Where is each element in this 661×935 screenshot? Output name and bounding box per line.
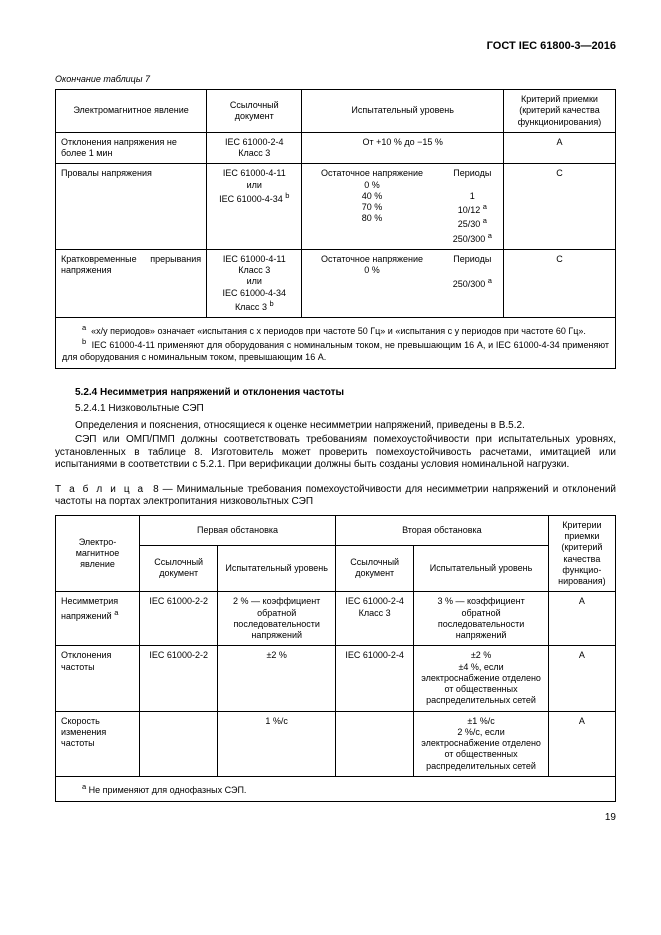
cell: ±2 % [218,646,336,711]
cell: Кратковременные прерывания напряжения [56,249,207,317]
col-header: Первая обстановка [140,515,336,545]
cell: Провалы напряжения [56,164,207,250]
cell: IEC 61000-2-2 [140,646,218,711]
continuation-label: Окончание таблицы 7 [55,74,616,85]
cell: Остаточное напряжение0 % [302,249,442,317]
col-header: Вторая обстановка [335,515,548,545]
cell: IEC 61000-2-4Класс 3 [207,132,302,164]
cell: Периоды250/300 a [442,249,504,317]
cell: 1 %/с [218,711,336,776]
col-header: Ссылочный документ [207,90,302,133]
page-number: 19 [55,812,616,825]
col-header: Ссылочный документ [140,545,218,592]
cell: C [503,249,615,317]
paragraph: Определения и пояснения, относящиеся к о… [55,420,616,433]
cell: Отклонения напряжения не более 1 мин [56,132,207,164]
col-header: Критерий приемки (критерий качества функ… [503,90,615,133]
table-row: Провалы напряжения IEC 61000-4-11илиIEC … [56,164,616,250]
col-header: Критерии приемки (критерий качества функ… [548,515,615,592]
table-row: Несимметрия напряжений a IEC 61000-2-2 2… [56,592,616,646]
cell: Остаточное напряжение0 %40 %70 %80 % [302,164,442,250]
paragraph: СЭП или ОМП/ПМП должны соответствовать т… [55,434,616,472]
section-heading: 5.2.4 Несимметрия напряжений и отклонени… [55,387,616,400]
table-footnotes: a Не применяют для однофазных СЭП. [56,776,616,801]
cell [140,711,218,776]
cell: IEC 61000-2-4Класс 3 [335,592,413,646]
table-row: Скорость изменения частоты 1 %/с ±1 %/с2… [56,711,616,776]
cell: A [548,592,615,646]
cell: IEC 61000-4-11илиIEC 61000-4-34 b [207,164,302,250]
cell: IEC 61000-2-2 [140,592,218,646]
document-id: ГОСТ IEC 61800-3—2016 [55,40,616,54]
cell: Периоды110/12 a25/30 a250/300 a [442,164,504,250]
cell: C [503,164,615,250]
col-header: Электро-магнитноеявление [56,515,140,592]
col-header: Ссылочный документ [335,545,413,592]
subsection-heading: 5.2.4.1 Низковольтные СЭП [55,403,616,416]
col-header: Электромагнитное явление [56,90,207,133]
cell: 2 % — коэффициент обратной последователь… [218,592,336,646]
table-row: Отклонения напряжения не более 1 мин IEC… [56,132,616,164]
cell: IEC 61000-4-11Класс 3илиIEC 61000-4-34Кл… [207,249,302,317]
table-row: Электро-магнитноеявление Первая обстанов… [56,515,616,545]
cell: От +10 % до −15 % [302,132,504,164]
cell: ±1 %/с2 %/с, если электроснабжение отдел… [414,711,548,776]
col-header: Испытательный уровень [218,545,336,592]
table-footnotes: a «x/y периодов» означает «испытания с x… [56,318,616,369]
table-row: Электромагнитное явление Ссылочный докум… [56,90,616,133]
cell: ±2 %±4 %, если электроснабжение отделено… [414,646,548,711]
table-7: Электромагнитное явление Ссылочный докум… [55,89,616,369]
cell: Несимметрия напряжений a [56,592,140,646]
cell: Скорость изменения частоты [56,711,140,776]
cell: A [503,132,615,164]
cell: A [548,646,615,711]
table-row: Отклонения частоты IEC 61000-2-2 ±2 % IE… [56,646,616,711]
table-row: a Не применяют для однофазных СЭП. [56,776,616,801]
table-row: Ссылочный документ Испытательный уровень… [56,545,616,592]
table-row: a «x/y периодов» означает «испытания с x… [56,318,616,369]
table-row: Кратковременные прерывания напряжения IE… [56,249,616,317]
cell: Отклонения частоты [56,646,140,711]
cell: A [548,711,615,776]
col-header: Испытательный уровень [302,90,504,133]
table-caption: Т а б л и ц а 8 — Минимальные требования… [55,484,616,509]
cell: 3 % — коэффициент обратной последователь… [414,592,548,646]
col-header: Испытательный уровень [414,545,548,592]
table-8: Электро-магнитноеявление Первая обстанов… [55,515,616,802]
cell: IEC 61000-2-4 [335,646,413,711]
cell [335,711,413,776]
